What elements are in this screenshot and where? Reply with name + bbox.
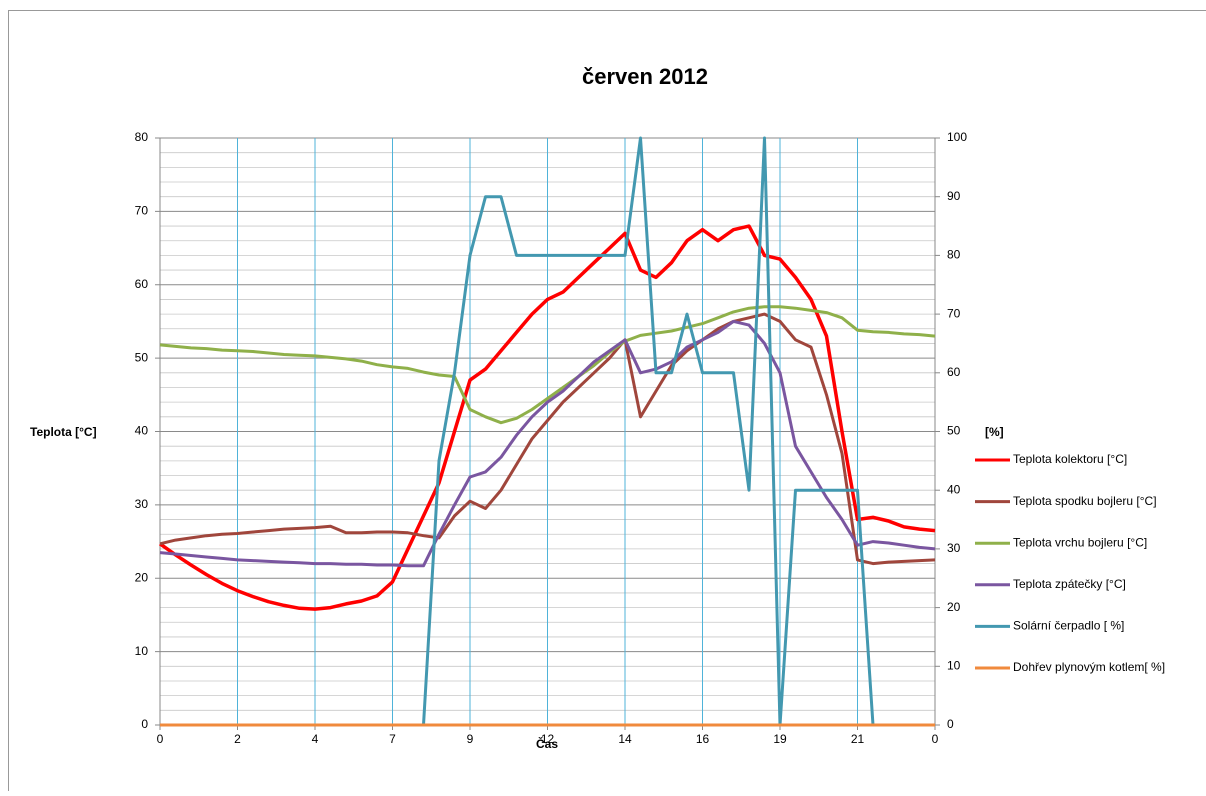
y-tick-label: 80	[135, 130, 149, 144]
y2-tick-label: 60	[947, 365, 961, 379]
y2-tick-label: 90	[947, 189, 961, 203]
chart-title: červen 2012	[582, 64, 708, 89]
y-tick-label: 30	[135, 497, 149, 511]
x-tick-label: 4	[312, 732, 319, 746]
x-tick-label: 14	[618, 732, 632, 746]
y2-tick-label: 100	[947, 130, 967, 144]
y-tick-label: 10	[135, 644, 149, 658]
x-tick-label: 16	[696, 732, 710, 746]
y-axis-label: Teplota [°C]	[30, 425, 97, 439]
y2-tick-label: 10	[947, 658, 961, 672]
y-tick-label: 20	[135, 570, 149, 584]
x-tick-label: 2	[234, 732, 241, 746]
x-tick-label: 19	[773, 732, 787, 746]
x-tick-label: 9	[467, 732, 474, 746]
x-tick-label: 7	[389, 732, 396, 746]
legend-label: Dohřev plynovým kotlem[ %]	[1013, 660, 1165, 674]
y2-tick-label: 70	[947, 306, 961, 320]
x-tick-label: 21	[851, 732, 865, 746]
y-tick-label: 0	[141, 717, 148, 731]
legend-label: Teplota vrchu bojleru [°C]	[1013, 535, 1147, 549]
y2-tick-label: 50	[947, 424, 961, 438]
y2-axis-label: [%]	[985, 425, 1004, 439]
x-tick-label: 0	[932, 732, 939, 746]
y-tick-label: 50	[135, 350, 149, 364]
x-tick-label: 12	[541, 732, 555, 746]
y-tick-label: 60	[135, 277, 149, 291]
legend-label: Teplota kolektoru [°C]	[1013, 452, 1127, 466]
x-tick-label: 0	[157, 732, 164, 746]
y2-tick-label: 30	[947, 541, 961, 555]
y-tick-label: 40	[135, 424, 149, 438]
legend-label: Solární čerpadlo [ %]	[1013, 619, 1124, 633]
y2-tick-label: 20	[947, 600, 961, 614]
y2-tick-label: 0	[947, 717, 954, 731]
legend-label: Teplota zpátečky [°C]	[1013, 577, 1126, 591]
legend-label: Teplota spodku bojleru [°C]	[1013, 494, 1157, 508]
y2-tick-label: 80	[947, 248, 961, 262]
y2-tick-label: 40	[947, 482, 961, 496]
y-tick-label: 70	[135, 204, 149, 218]
